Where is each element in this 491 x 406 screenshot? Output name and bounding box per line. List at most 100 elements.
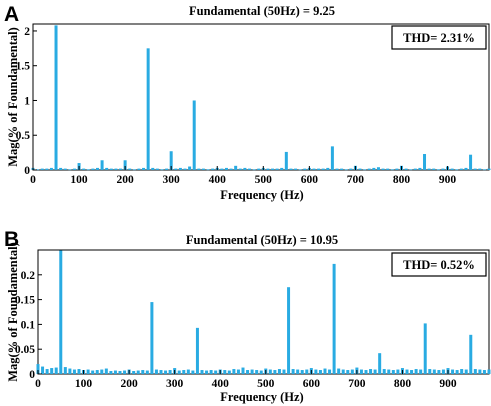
panel-a-ytick-label: 1.5 [16,61,31,73]
panel-a-bar-840hz [418,167,422,170]
panel-a-bar-270hz [155,168,159,170]
panel-b-bar-290hz [168,370,172,374]
panel-a-bar-90hz [72,168,76,170]
panel-b-bar-720hz [364,370,368,374]
panel-a-bar-210hz [128,168,132,170]
panel-b-bar-580hz [300,370,304,374]
panel-a-xtick-label: 400 [209,174,227,186]
panel-a-ylabel: Mag(% of Foundamental) [6,27,20,167]
panel-b-bar-910hz [451,369,455,374]
panel-a-bar-460hz [243,167,247,170]
panel-b-bar-940hz [464,369,468,374]
panel-a-label: A [4,3,19,26]
panel-a-bar-80hz [68,169,72,171]
panel-a-bar-540hz [280,167,284,170]
panel-b-xtick-label: 0 [35,378,41,390]
panel-a-bar-680hz [344,169,348,171]
panel-a-bar-770hz [386,168,390,170]
panel-a-xticks: 0 100 200 300 400 500 600 700 800 900 [30,166,456,186]
panel-a-bar-150hz [100,160,104,170]
panel-b-bar-980hz [482,370,486,374]
panel-a-bar-310hz [174,168,178,170]
panel-a-bar-510hz [266,168,270,170]
panel-b-bar-340hz [191,370,195,374]
panel-b-bar-110hz [86,369,90,374]
panel-a-bar-370hz [201,168,205,170]
panel-b-xtick-label: 900 [439,378,457,390]
panel-b-bar-90hz [77,369,81,374]
panel-a-yticks: 0 0.5 1 1.5 2 [16,26,37,177]
panel-b-ylabel: Mag(% of Foundamental) [6,242,20,382]
panel-b-bar-710hz [359,369,363,374]
panel-a-bar-140hz [95,167,99,170]
panel-b-bar-990hz [487,369,491,374]
panel-a-bar-470hz [247,168,251,170]
panel-a-bar-190hz [119,168,123,170]
panel-b-bar-430hz [232,369,236,374]
panel-a-bar-650hz [330,146,334,170]
panel-a-bar-710hz [358,168,362,170]
panel-b-thd-annotation: THD= 0.52% [403,258,475,272]
panel-a-xtick-label: 200 [116,174,134,186]
panel-a-bar-520hz [271,168,275,170]
panel-a-bar-950hz [469,154,473,170]
panel-a-bar-240hz [142,167,146,170]
panel-b-bar-930hz [460,369,464,374]
panel-b-bar-870hz [432,369,436,374]
panel-b-bar-480hz [255,370,259,374]
panel-b-bar-950hz [469,334,473,374]
panel-a-bar-560hz [289,168,293,170]
panel-b-bar-560hz [291,369,295,374]
panel-a-bar-430hz [229,168,233,170]
panel-b-bar-760hz [382,369,386,374]
panel-b-bar-780hz [391,370,395,374]
panel-b-bar-150hz [104,368,108,374]
panel-a-bar-480hz [252,169,256,171]
panel-b-bar-120hz [91,370,95,374]
panel-a-ytick-label: 1 [24,95,30,107]
panel-b-xtick-label: 200 [120,378,138,390]
panel-a-bar-570hz [294,168,298,170]
panel-b-bar-680hz [346,370,350,374]
panel-b-xtick-label: 500 [257,378,275,390]
panel-b-bar-260hz [154,369,158,374]
panel-a-bar-980hz [482,169,486,171]
panel-b-xtick-label: 700 [348,378,366,390]
panel-b-bar-740hz [373,369,377,374]
panel-b-ytick-label: 0.15 [15,295,35,307]
panel-b-xtick-label: 800 [394,378,412,390]
panel-a-bar-340hz [188,166,192,170]
panel-b-bar-60hz [63,367,67,374]
panel-a-bar-760hz [381,168,385,170]
panel-a-bar-290hz [165,168,169,170]
panel-b-bar-520hz [273,370,277,374]
panel-b-xlabel: Frequency (Hz) [220,390,303,404]
panel-a-bar-630hz [321,168,325,170]
panel-a-bar-390hz [211,168,215,170]
panel-b-bar-640hz [328,369,332,374]
panel-a-bar-640hz [326,167,330,170]
panel-a-bar-130hz [91,168,95,170]
panel-a-bar-750hz [376,167,380,170]
panel-b-bar-770hz [387,369,391,374]
panel-b-bar-690hz [350,369,354,374]
panel-a-bar-620hz [317,168,321,170]
panel-a-xtick-label: 100 [70,174,88,186]
panel-b-bar-360hz [200,370,204,374]
panel-a-ytick-label: 0.5 [16,130,31,142]
panel-b-bar-550hz [287,287,291,374]
panel-b-bar-140hz [100,369,104,374]
panel-b-bar-960hz [473,369,477,374]
panel-a-bar-220hz [132,169,136,171]
panel-a-title: Fundamental (50Hz) = 9.25 [189,4,335,18]
panel-b-bar-70hz [68,368,72,374]
panel-b-bar-840hz [419,369,423,374]
panel-b-bar-620hz [318,370,322,374]
panel-b-bar-540hz [282,369,286,374]
panel-b-bar-650hz [332,263,336,374]
panel-a-bar-820hz [409,169,413,171]
panel-a-bar-790hz [395,168,399,170]
panel-b-thd-box [391,252,487,277]
panel-a-bar-200hz [123,160,127,170]
